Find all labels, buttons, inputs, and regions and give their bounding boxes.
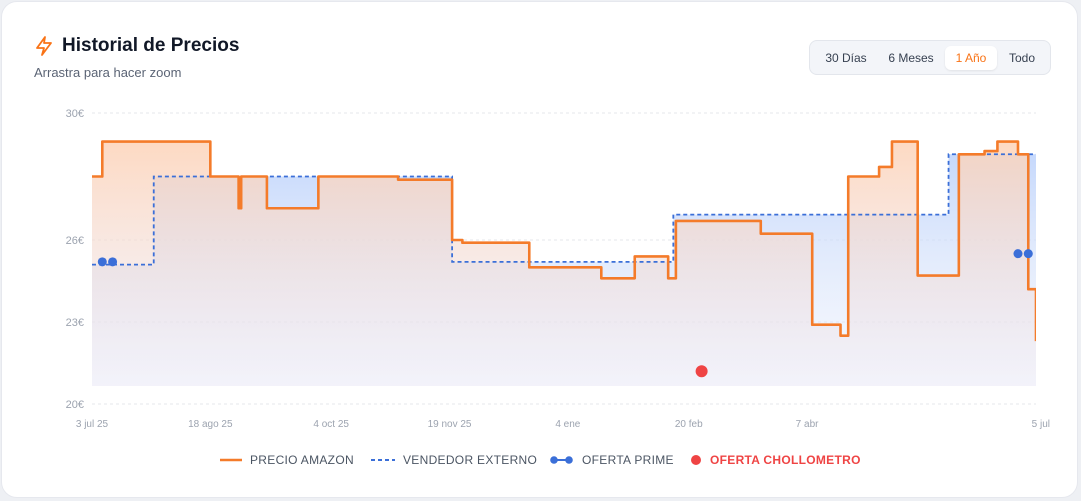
x-tick-label: 19 nov 25 (428, 419, 472, 430)
legend-amazon[interactable]: PRECIO AMAZON (220, 453, 354, 467)
x-tick-label: 4 ene (555, 419, 580, 430)
y-tick-label: 30€ (66, 108, 84, 120)
y-axis: 30€ 26€ 23€ 20€ (66, 108, 84, 411)
x-tick-label: 20 feb (675, 419, 703, 430)
amazon-line (92, 140, 1036, 342)
x-tick-label: 18 ago 25 (188, 419, 233, 430)
range-1-year-button[interactable]: 1 Año (945, 46, 997, 70)
y-tick-label: 26€ (66, 235, 84, 247)
legend-chollometro[interactable]: OFERTA CHOLLOMETRO (690, 453, 861, 467)
legend-chollometro-swatch (691, 455, 701, 465)
legend-amazon-swatch (220, 458, 242, 462)
prime-marker[interactable] (1013, 249, 1023, 259)
legend-vendor[interactable]: VENDEDOR EXTERNO (371, 453, 537, 467)
range-30-days-button[interactable]: 30 Días (825, 51, 867, 65)
legend-vendor-label: VENDEDOR EXTERNO (403, 453, 538, 467)
vendor-line (92, 153, 1036, 266)
x-tick-label: 3 jul 25 (76, 419, 109, 430)
legend-prime-swatch (550, 456, 573, 464)
markers (97, 249, 1033, 378)
prime-marker[interactable] (1023, 249, 1033, 259)
legend-chollometro-label: OFERTA CHOLLOMETRO (710, 453, 861, 467)
plot-area (92, 140, 1036, 386)
y-tick-label: 23€ (66, 317, 84, 329)
range-all-button[interactable]: Todo (1008, 51, 1036, 65)
y-tick-label: 20€ (66, 399, 84, 411)
page-title: Historial de Precios (62, 35, 240, 56)
range-6-months-button[interactable]: 6 Meses (888, 51, 934, 65)
legend-amazon-label: PRECIO AMAZON (250, 453, 354, 467)
lightning-icon (36, 36, 52, 56)
range-selector: 30 Días 6 Meses 1 Año Todo (809, 40, 1051, 75)
header: Historial de Precios (34, 35, 239, 57)
chollometro-marker[interactable] (695, 365, 708, 378)
legend-prime[interactable]: OFERTA PRIME (550, 453, 674, 467)
x-tick-label: 5 jul (1032, 419, 1050, 430)
x-axis: 3 jul 25 18 ago 25 4 oct 25 19 nov 25 4 ene 2… (76, 419, 1050, 430)
prime-marker[interactable] (97, 257, 107, 267)
x-tick-label: 4 oct 25 (313, 419, 349, 430)
prime-marker[interactable] (108, 257, 118, 267)
x-tick-label: 7 abr (796, 419, 819, 430)
subtitle: Arrastra para hacer zoom (34, 65, 182, 80)
amazon-area (92, 141, 1036, 386)
legend-vendor-swatch (371, 459, 395, 461)
legend-prime-label: OFERTA PRIME (582, 453, 674, 467)
